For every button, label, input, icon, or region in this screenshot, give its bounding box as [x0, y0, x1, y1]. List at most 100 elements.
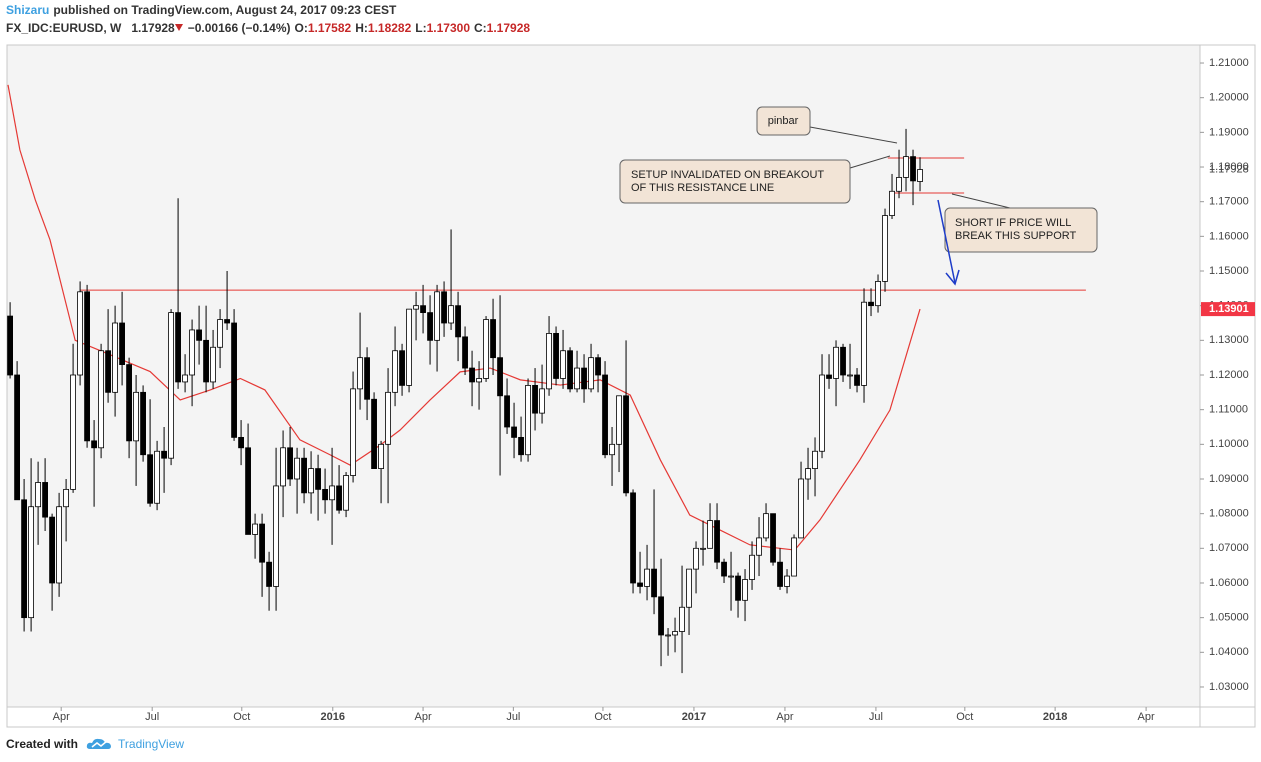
callout-box: [619, 159, 851, 204]
candle-body: [469, 367, 475, 383]
candle-body: [917, 169, 923, 182]
candle-body: [210, 346, 216, 383]
created-with: Created with: [6, 737, 79, 751]
candle-body: [784, 575, 790, 587]
candle-body: [98, 350, 104, 449]
ohlc: O:1.17582 H:1.18282 L:1.17300 C:1.17928: [294, 21, 534, 35]
y-tick-label: 1.03000: [1209, 681, 1249, 693]
candle-body: [371, 398, 377, 469]
ohlc-value: 1.17928: [486, 21, 531, 35]
y-tick-label: 1.16000: [1209, 230, 1249, 242]
candle-body: [665, 634, 671, 637]
candle-body: [714, 520, 720, 563]
change: −0.00166 (−0.14%): [187, 21, 291, 35]
candle-body: [490, 319, 496, 359]
candle-body: [287, 447, 293, 480]
candle-body: [217, 319, 223, 348]
candle-body: [21, 499, 27, 619]
candle-body: [700, 547, 706, 550]
candle-body: [539, 388, 545, 414]
candle-body: [308, 468, 314, 494]
candle-body: [91, 440, 97, 449]
callout-text: pinbar: [768, 115, 799, 127]
series-layer: [7, 84, 1086, 674]
y-tick-label: 1.19000: [1209, 126, 1249, 138]
callout-text: SHORT IF PRICE WILL: [955, 217, 1071, 229]
candle-body: [434, 291, 440, 341]
x-tick-label: Oct: [956, 711, 973, 723]
candle-body: [378, 443, 384, 469]
candle-body: [602, 374, 608, 456]
candle-body: [161, 450, 167, 459]
logo: [86, 738, 112, 749]
y-tick-label: 1.18000: [1209, 161, 1249, 173]
candle-body: [420, 305, 426, 314]
candle-body: [483, 319, 489, 379]
candle-body: [14, 374, 20, 501]
candle-body: [273, 485, 279, 587]
x-tick-label: 2017: [682, 711, 706, 723]
candle-body: [231, 322, 237, 438]
candle-body: [315, 468, 321, 490]
callout-connector: [809, 126, 898, 144]
price-marker-label: 1.13901: [1209, 303, 1249, 315]
candle-body: [266, 561, 272, 587]
y-tick-label: 1.04000: [1209, 646, 1249, 658]
candle-body: [35, 482, 41, 508]
candle-body: [322, 488, 328, 501]
candle-body: [119, 322, 125, 366]
y-tick-label: 1.13000: [1209, 334, 1249, 346]
candle-body: [63, 488, 69, 508]
candle-body: [343, 475, 349, 511]
x-tick-label: Apr: [415, 711, 432, 723]
candle-body: [819, 374, 825, 452]
candle-body: [630, 492, 636, 584]
y-tick-label: 1.09000: [1209, 473, 1249, 485]
candle-body: [609, 443, 615, 456]
candle-body: [280, 447, 286, 487]
y-tick-label: 1.21000: [1209, 57, 1249, 69]
candle-body: [658, 596, 664, 636]
ohlc-key: C:: [474, 21, 487, 35]
symbol-line: FX_IDC:EURUSD, W 1.17928 −0.00166 (−0.14%)…: [6, 21, 538, 35]
published: published on TradingView.com, August 24,…: [53, 3, 397, 17]
candle-body: [525, 384, 531, 456]
candle-body: [875, 281, 881, 307]
candle-body: [140, 391, 146, 456]
candle-body: [623, 395, 629, 494]
candle-body: [413, 305, 419, 310]
callout-text: BREAK THIS SUPPORT: [955, 230, 1077, 242]
candle-body: [441, 291, 447, 324]
candle-body: [70, 374, 76, 490]
candle-body: [833, 346, 839, 379]
x-tick-label: Apr: [53, 711, 70, 723]
y-tick-label: 1.06000: [1209, 577, 1249, 589]
annotations: pinbar SETUP INVALIDATED ON BREAKOUT OF …: [619, 106, 1098, 286]
candle-body: [399, 350, 405, 386]
candle-body: [672, 631, 678, 636]
y-tick-label: 1.11000: [1209, 404, 1248, 416]
candle-body: [882, 215, 888, 282]
candle-body: [357, 357, 363, 390]
candle-body: [77, 291, 83, 376]
candle-body: [763, 513, 769, 539]
candle-body: [196, 329, 202, 341]
candle-body: [707, 520, 713, 549]
candle-body: [770, 513, 776, 563]
candle-body: [686, 568, 692, 608]
candle-body: [847, 374, 853, 377]
candle-body: [350, 388, 356, 476]
x-tick-label: 2018: [1043, 711, 1067, 723]
x-tick-label: Oct: [594, 711, 611, 723]
candle-body: [329, 485, 335, 501]
candle-body: [616, 395, 622, 445]
candle-body: [742, 579, 748, 601]
candle-body: [168, 312, 174, 459]
candle-body: [553, 333, 559, 379]
candle-body: [889, 190, 895, 216]
x-tick-label: Apr: [1138, 711, 1155, 723]
candle-body: [392, 350, 398, 393]
candle-body: [896, 177, 902, 192]
